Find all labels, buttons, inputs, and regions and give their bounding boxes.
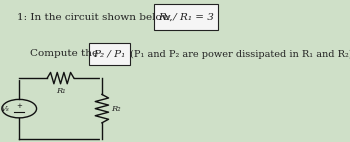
Text: Vₛ: Vₛ [0, 105, 9, 113]
Text: R₁: R₁ [56, 87, 65, 95]
FancyBboxPatch shape [154, 4, 218, 30]
Text: (P₁ and P₂ are power dissipated in R₁ and R₂): (P₁ and P₂ are power dissipated in R₁ an… [130, 49, 350, 59]
Text: +: + [16, 103, 22, 108]
FancyBboxPatch shape [89, 43, 130, 65]
Text: R₂: R₂ [111, 105, 121, 113]
Text: Compute the: Compute the [30, 49, 98, 59]
Text: P₂ / P₁: P₂ / P₁ [93, 49, 125, 59]
Text: 1: In the circuit shown below,: 1: In the circuit shown below, [16, 12, 172, 22]
Text: R₂ / R₁ = 3: R₂ / R₁ = 3 [158, 12, 214, 22]
